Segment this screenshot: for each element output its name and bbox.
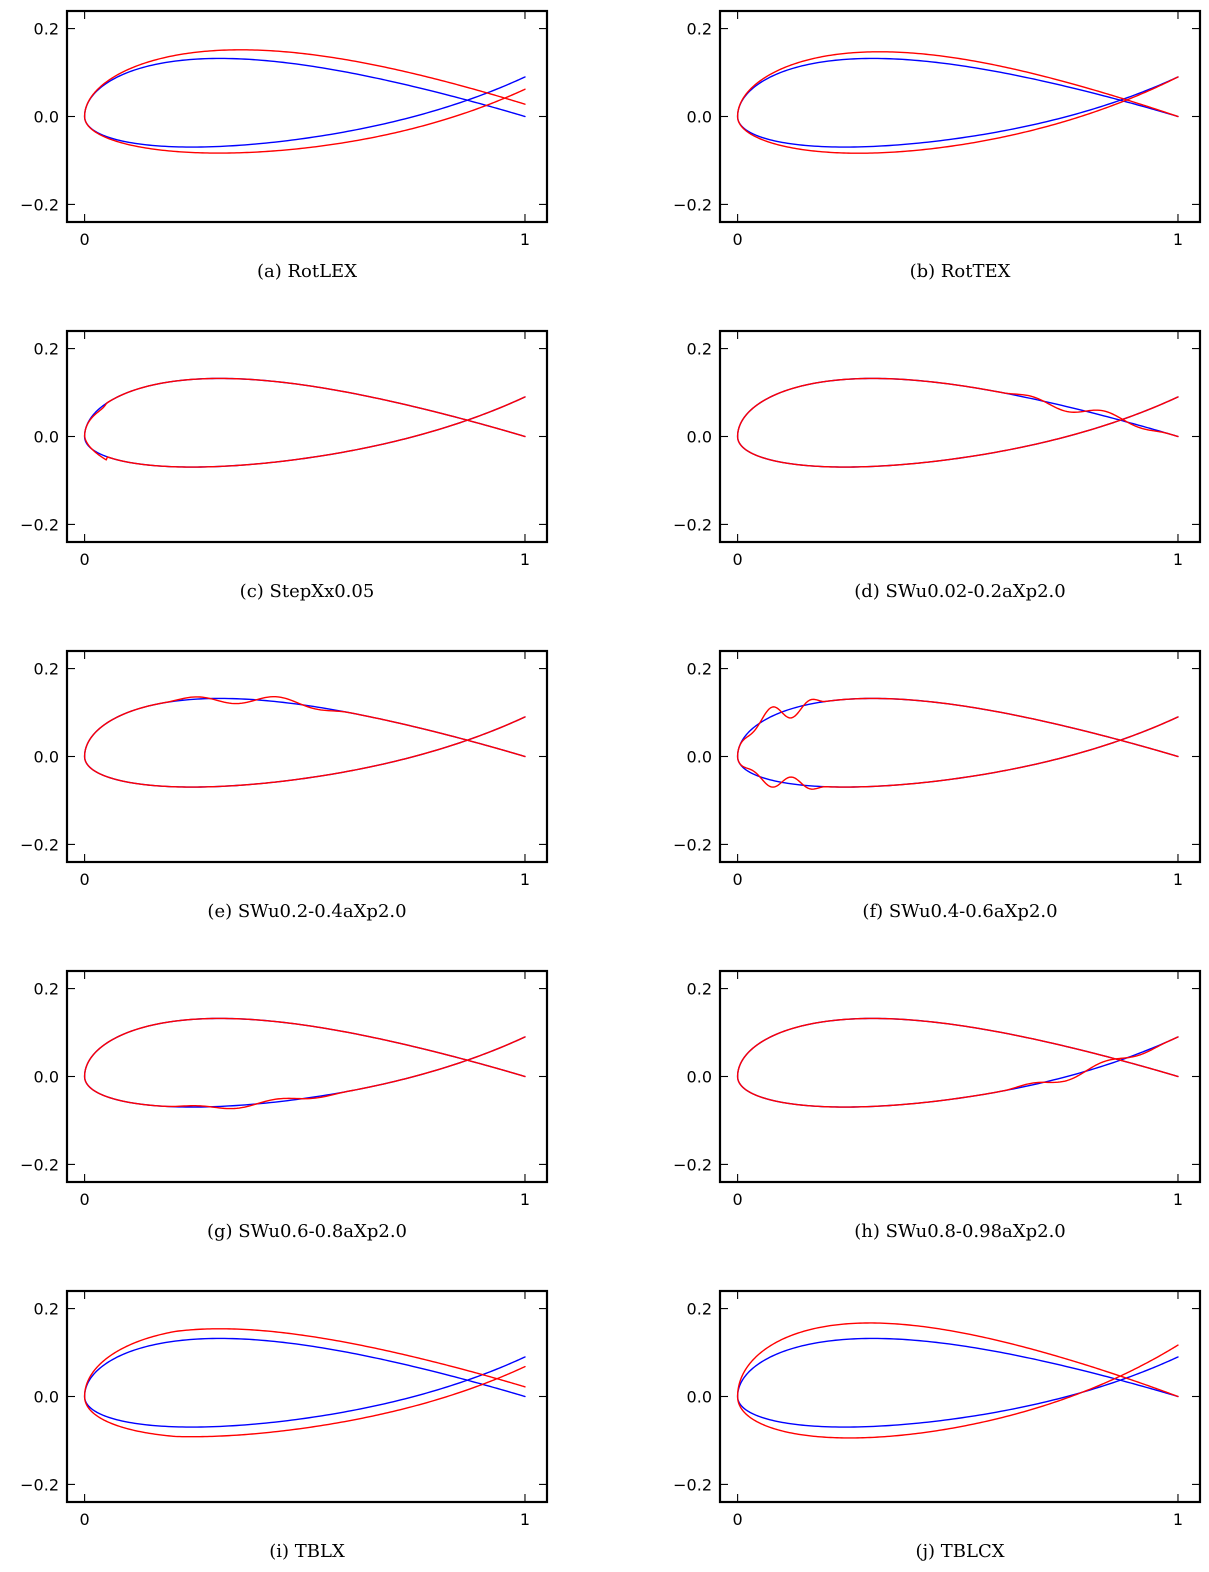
y-tick-label: −0.2 <box>20 515 59 534</box>
x-tick-label: 1 <box>1173 870 1183 889</box>
y-tick-label: 0.2 <box>34 980 59 999</box>
x-tick-label: 0 <box>80 870 90 889</box>
axes-frame <box>718 969 1202 1184</box>
x-tick-label: 1 <box>520 550 530 569</box>
y-tick-label: −0.2 <box>673 1475 712 1494</box>
y-tick-label: 0.0 <box>34 428 59 447</box>
subplot-d: 0.2 0.0 −0.2 0 1 (d) SWu0.02-0.2aXp2.0 <box>673 329 1202 602</box>
x-tick-label: 0 <box>80 1190 90 1209</box>
x-tick-label: 1 <box>520 1190 530 1209</box>
subplot-g: 0.2 0.0 −0.2 0 1 (g) SWu0.6-0.8aXp2.0 <box>20 969 549 1242</box>
x-tick-label: 0 <box>733 1510 743 1529</box>
x-tick-label: 0 <box>80 550 90 569</box>
subplot-b: 0.2 0.0 −0.2 0 1 (b) RotTEX <box>673 9 1202 282</box>
x-tick-label: 0 <box>733 230 743 249</box>
modified-airfoil-line <box>736 1017 1179 1108</box>
x-tick-label: 0 <box>733 550 743 569</box>
y-tick-label: 0.0 <box>34 108 59 127</box>
subplot-caption: (e) SWu0.2-0.4aXp2.0 <box>207 901 406 922</box>
axes-frame <box>718 329 1202 544</box>
modified-airfoil-line <box>83 49 526 154</box>
y-tick-label: 0.2 <box>34 1300 59 1319</box>
y-tick-label: 0.0 <box>687 1068 712 1087</box>
y-tick-label: −0.2 <box>20 195 59 214</box>
subplot-caption: (h) SWu0.8-0.98aXp2.0 <box>854 1221 1066 1242</box>
subplot-caption: (d) SWu0.02-0.2aXp2.0 <box>854 581 1065 602</box>
x-tick-label: 1 <box>1173 1510 1183 1529</box>
x-tick-label: 0 <box>733 1190 743 1209</box>
y-tick-label: −0.2 <box>20 1155 59 1174</box>
x-tick-label: 0 <box>733 870 743 889</box>
subplot-caption: (j) TBLCX <box>915 1541 1004 1562</box>
modified-airfoil-line <box>83 377 526 468</box>
subplot-j: 0.2 0.0 −0.2 0 1 (j) TBLCX <box>673 1289 1202 1562</box>
y-tick-label: 0.2 <box>687 340 712 359</box>
axes-frame <box>65 9 549 224</box>
y-tick-label: −0.2 <box>673 195 712 214</box>
subplot-a: 0.2 0.0 −0.2 0 1 (a) RotLEX <box>20 9 549 282</box>
y-tick-label: 0.2 <box>34 660 59 679</box>
subplot-caption: (f) SWu0.4-0.6aXp2.0 <box>862 901 1057 922</box>
modified-airfoil-line <box>736 377 1179 468</box>
x-tick-label: 0 <box>80 230 90 249</box>
y-tick-label: 0.2 <box>687 1300 712 1319</box>
subplot-i: 0.2 0.0 −0.2 0 1 (i) TBLX <box>20 1289 549 1562</box>
axes-frame <box>65 969 549 1184</box>
axes-frame <box>65 329 549 544</box>
y-tick-label: 0.0 <box>687 1388 712 1407</box>
y-tick-label: 0.0 <box>687 748 712 767</box>
y-tick-label: 0.2 <box>687 660 712 679</box>
subplot-caption: (c) StepXx0.05 <box>240 581 375 602</box>
x-tick-label: 1 <box>1173 230 1183 249</box>
x-tick-label: 1 <box>520 230 530 249</box>
y-tick-label: 0.0 <box>34 748 59 767</box>
baseline-airfoil-line <box>83 1337 526 1428</box>
x-tick-label: 1 <box>1173 1190 1183 1209</box>
axes-frame <box>718 9 1202 224</box>
y-tick-label: 0.0 <box>34 1388 59 1407</box>
modified-airfoil-line <box>736 51 1179 154</box>
modified-airfoil-line <box>736 697 1179 790</box>
subplot-caption: (g) SWu0.6-0.8aXp2.0 <box>207 1221 407 1242</box>
subplot-caption: (i) TBLX <box>269 1541 345 1562</box>
x-tick-label: 0 <box>80 1510 90 1529</box>
modified-airfoil-line <box>736 1322 1179 1439</box>
subplot-e: 0.2 0.0 −0.2 0 1 (e) SWu0.2-0.4aXp2.0 <box>20 649 549 922</box>
y-tick-label: 0.2 <box>687 980 712 999</box>
subplot-caption: (b) RotTEX <box>910 261 1011 282</box>
y-tick-label: 0.0 <box>34 1068 59 1087</box>
modified-airfoil-line <box>83 696 526 788</box>
y-tick-label: −0.2 <box>20 1475 59 1494</box>
y-tick-label: −0.2 <box>20 835 59 854</box>
subplot-h: 0.2 0.0 −0.2 0 1 (h) SWu0.8-0.98aXp2.0 <box>673 969 1202 1242</box>
x-tick-label: 1 <box>520 870 530 889</box>
subplot-caption: (a) RotLEX <box>257 261 357 282</box>
x-tick-label: 1 <box>1173 550 1183 569</box>
y-tick-label: −0.2 <box>673 1155 712 1174</box>
y-tick-label: 0.2 <box>687 20 712 39</box>
modified-airfoil-line <box>83 1328 526 1438</box>
baseline-airfoil-line <box>83 57 526 148</box>
axes-frame <box>65 649 549 864</box>
y-tick-label: −0.2 <box>673 515 712 534</box>
subplot-f: 0.2 0.0 −0.2 0 1 (f) SWu0.4-0.6aXp2.0 <box>673 649 1202 922</box>
y-tick-label: 0.0 <box>687 428 712 447</box>
baseline-airfoil-line <box>736 57 1179 148</box>
axes-frame <box>718 649 1202 864</box>
modified-airfoil-line <box>83 1017 526 1110</box>
axes-frame <box>718 1289 1202 1504</box>
y-tick-label: 0.2 <box>34 20 59 39</box>
y-tick-label: 0.0 <box>687 108 712 127</box>
baseline-airfoil-line <box>736 1017 1179 1108</box>
subplot-c: 0.2 0.0 −0.2 0 1 (c) StepXx0.05 <box>20 329 549 602</box>
y-tick-label: 0.2 <box>34 340 59 359</box>
y-tick-label: −0.2 <box>673 835 712 854</box>
x-tick-label: 1 <box>520 1510 530 1529</box>
axes-frame <box>65 1289 549 1504</box>
baseline-airfoil-line <box>736 1337 1179 1428</box>
